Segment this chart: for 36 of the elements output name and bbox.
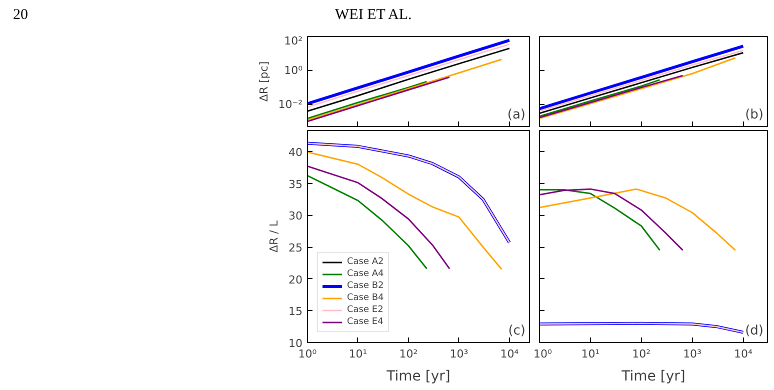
y-tick-label: 30: [288, 210, 303, 223]
x-tick-label: 10¹: [348, 348, 368, 360]
x-tick-label: 10⁰: [534, 348, 552, 360]
annotation: (b): [745, 108, 764, 122]
annotation: (d): [745, 324, 764, 338]
y-tick-label: 10: [288, 337, 303, 350]
x-tick-label: 10⁴: [734, 348, 753, 360]
x-tick-label: 10³: [450, 348, 468, 360]
legend-label: Case A2: [347, 257, 384, 267]
annotation: (a): [507, 108, 526, 122]
x-tick-label: 10⁴: [500, 348, 520, 360]
y-tick-label: 25: [288, 242, 303, 255]
y-tick-label: 10²: [284, 34, 303, 48]
y-axis-title: ΔR / L: [268, 220, 281, 252]
y-tick-label: 15: [288, 305, 303, 318]
y-tick-label: 10⁰: [284, 64, 304, 77]
legend-label: Case B4: [347, 293, 384, 303]
legend-label: Case E4: [347, 317, 384, 327]
annotation: (c): [508, 324, 526, 338]
x-tick-label: 10²: [399, 348, 418, 360]
x-tick-label: 10²: [632, 348, 651, 360]
text: 20: [13, 6, 28, 25]
y-tick-label: 20: [288, 273, 303, 286]
y-tick-label: 40: [288, 146, 303, 160]
x-tick-label: 10⁰: [298, 348, 318, 360]
y-axis-title: ΔR [pc]: [257, 61, 270, 102]
text: WEI ET AL.: [335, 6, 412, 25]
legend-label: Case B2: [347, 281, 384, 291]
x-tick-label: 10¹: [581, 348, 600, 360]
legend-label: Case A4: [347, 269, 384, 279]
x-tick-label: 10³: [683, 348, 702, 360]
y-tick-label: 35: [288, 178, 303, 191]
x-axis-title: Time [yr]: [386, 368, 450, 384]
legend-label: Case E2: [347, 305, 384, 315]
x-axis-title: Time [yr]: [620, 368, 686, 384]
y-tick-label: 10⁻²: [278, 98, 303, 111]
